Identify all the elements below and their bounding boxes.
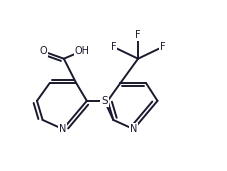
Text: F: F (159, 42, 165, 52)
Text: F: F (135, 30, 140, 40)
Text: N: N (129, 124, 137, 134)
Text: O: O (39, 47, 47, 56)
Text: F: F (110, 42, 116, 52)
Text: N: N (59, 124, 66, 134)
Text: S: S (101, 96, 107, 106)
Text: OH: OH (74, 46, 89, 56)
